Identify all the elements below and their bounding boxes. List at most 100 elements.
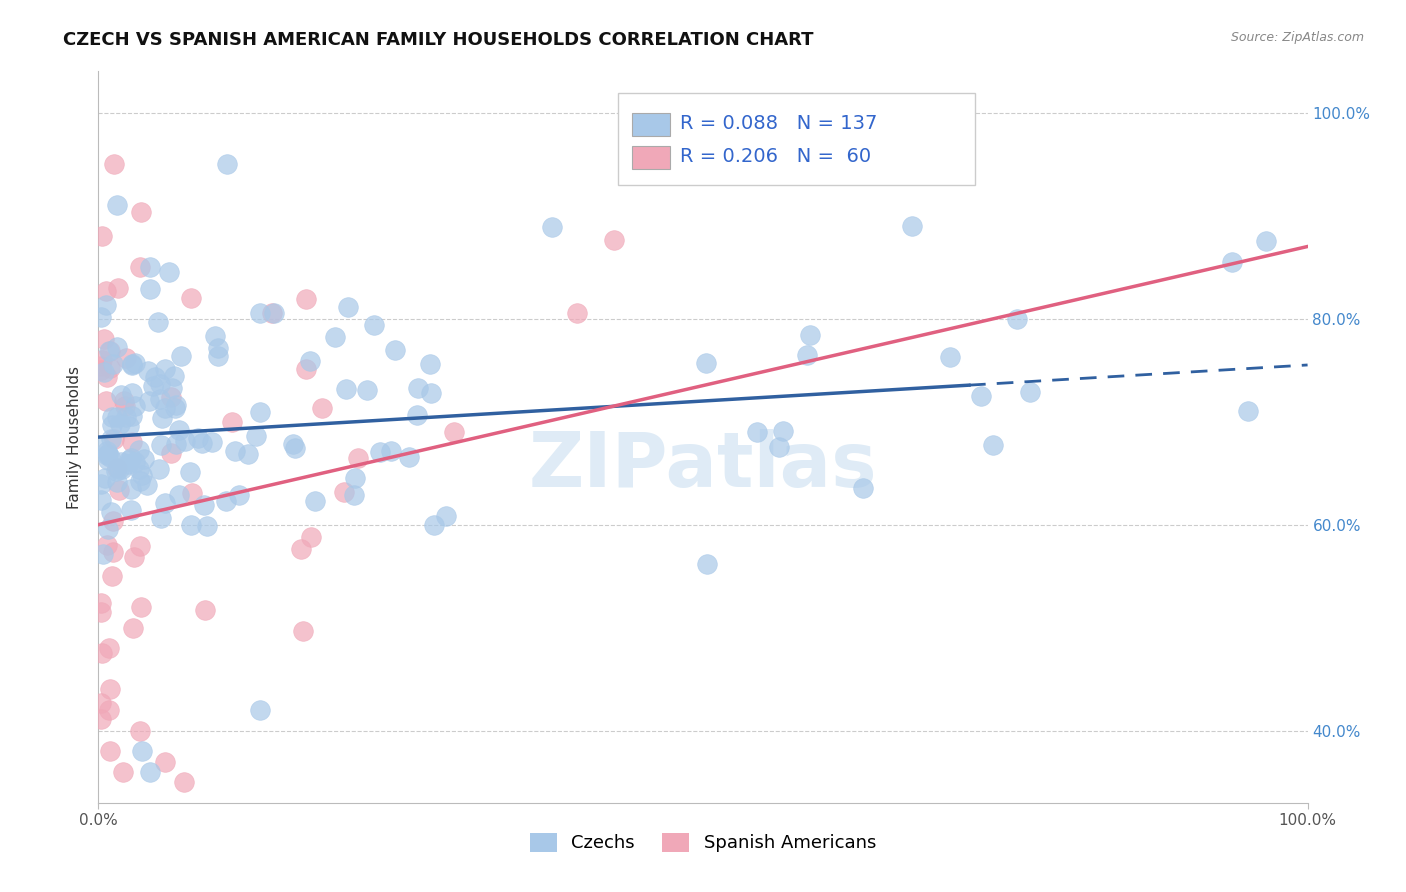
Point [901, 219, 924, 233]
Point [163, 368, 186, 383]
Point [299, 530, 322, 544]
Point [747, 425, 769, 440]
Point [138, 393, 160, 408]
Point [603, 233, 626, 247]
Point [103, 157, 125, 171]
Point [124, 356, 146, 370]
Point [149, 377, 172, 392]
Point [970, 389, 993, 403]
Point [108, 417, 131, 432]
Point [97, 641, 120, 656]
Point [91, 229, 114, 244]
Point [299, 354, 322, 368]
Y-axis label: Family Households: Family Households [67, 366, 83, 508]
Point [1236, 404, 1258, 418]
Point [115, 410, 138, 425]
Point [180, 291, 202, 305]
Point [207, 349, 229, 363]
FancyBboxPatch shape [631, 146, 671, 169]
Point [90, 363, 112, 377]
Point [129, 205, 152, 219]
Point [153, 361, 176, 376]
Point [121, 435, 143, 450]
Point [215, 157, 238, 171]
Point [96, 285, 118, 299]
Point [94, 394, 117, 409]
Point [94, 471, 117, 485]
Text: R = 0.088   N = 137: R = 0.088 N = 137 [681, 114, 877, 133]
Point [540, 220, 562, 235]
Point [180, 517, 202, 532]
Point [1005, 312, 1028, 326]
Text: CZECH VS SPANISH AMERICAN FAMILY HOUSEHOLDS CORRELATION CHART: CZECH VS SPANISH AMERICAN FAMILY HOUSEHO… [63, 31, 814, 49]
Point [148, 315, 170, 329]
Point [191, 436, 214, 450]
Point [323, 329, 346, 343]
Point [153, 755, 176, 769]
Point [101, 410, 124, 425]
Point [105, 198, 128, 212]
Point [98, 344, 121, 359]
Point [91, 547, 114, 561]
Point [405, 408, 427, 422]
Point [90, 596, 112, 610]
Point [90, 359, 112, 373]
Point [284, 441, 307, 455]
Point [105, 461, 128, 475]
Point [143, 370, 166, 384]
FancyBboxPatch shape [631, 113, 671, 136]
Point [294, 362, 316, 376]
Point [695, 356, 717, 370]
Point [165, 398, 187, 412]
Point [118, 453, 141, 467]
FancyBboxPatch shape [619, 94, 976, 185]
Point [98, 682, 121, 697]
Point [150, 411, 173, 425]
Point [90, 646, 112, 660]
Point [983, 438, 1005, 452]
Text: Source: ZipAtlas.com: Source: ZipAtlas.com [1230, 31, 1364, 45]
Point [160, 446, 183, 460]
Point [224, 443, 246, 458]
Point [121, 409, 143, 423]
Point [111, 462, 134, 476]
Point [337, 300, 360, 314]
Point [111, 764, 134, 779]
Point [333, 484, 356, 499]
Point [165, 436, 187, 450]
Point [148, 462, 170, 476]
Point [90, 712, 112, 726]
Point [139, 260, 162, 275]
Point [149, 511, 172, 525]
Point [90, 605, 112, 619]
Point [128, 442, 150, 457]
Point [221, 415, 243, 429]
Point [108, 483, 131, 497]
Point [262, 306, 284, 320]
Point [249, 703, 271, 717]
Point [163, 401, 186, 416]
Point [121, 358, 143, 372]
Point [107, 281, 129, 295]
Point [193, 498, 215, 512]
Point [110, 455, 132, 469]
Point [128, 723, 150, 738]
Point [148, 392, 170, 406]
Point [97, 522, 120, 536]
Point [129, 600, 152, 615]
Point [173, 775, 195, 789]
Point [406, 380, 429, 394]
Point [799, 327, 821, 342]
Point [380, 444, 402, 458]
Point [101, 417, 124, 432]
Point [138, 764, 160, 779]
Point [294, 292, 316, 306]
Legend: Czechs, Spanish Americans: Czechs, Spanish Americans [523, 826, 883, 860]
Point [343, 488, 366, 502]
Point [98, 361, 121, 376]
Point [304, 493, 326, 508]
Point [110, 388, 132, 402]
Point [1256, 234, 1278, 248]
Point [228, 488, 250, 502]
Point [121, 482, 143, 496]
